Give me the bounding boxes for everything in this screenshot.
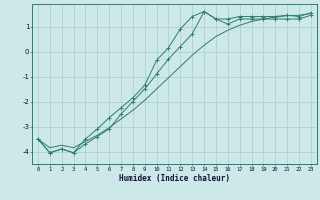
X-axis label: Humidex (Indice chaleur): Humidex (Indice chaleur) [119, 174, 230, 183]
